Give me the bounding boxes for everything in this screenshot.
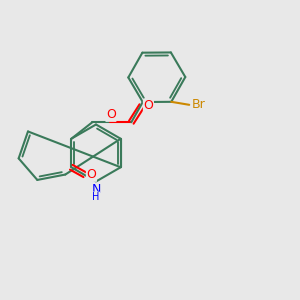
Text: O: O [86,168,96,181]
Text: Br: Br [191,98,205,111]
Text: O: O [143,99,153,112]
Text: N: N [91,183,101,196]
Text: H: H [92,192,100,202]
Text: O: O [106,108,116,121]
